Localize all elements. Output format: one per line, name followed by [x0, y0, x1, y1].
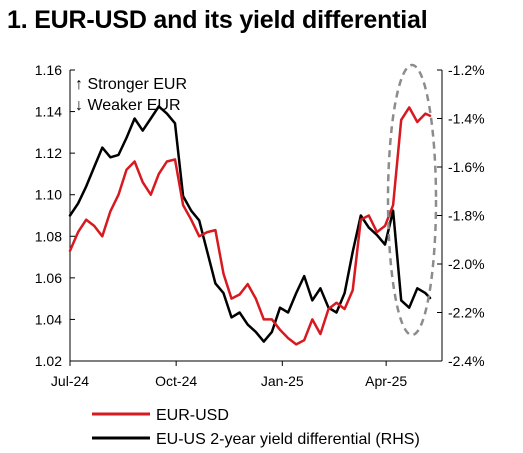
- x-tick-label: Apr-25: [365, 373, 407, 389]
- yield-diff-series-line: [68, 105, 432, 343]
- left-tick-label: 1.08: [35, 228, 62, 244]
- series-group: [68, 105, 432, 346]
- left-tick-label: 1.12: [35, 145, 62, 161]
- legend-diff-label: EU-US 2-year yield differential (RHS): [156, 431, 420, 448]
- left-tick-label: 1.02: [35, 353, 62, 369]
- left-axis-ticks: 1.16 1.14 1.12 1.10 1.08 1.06 1.04 1.02: [35, 62, 75, 369]
- right-tick-label: -2.2%: [448, 305, 485, 321]
- right-tick-label: -2.0%: [448, 256, 485, 272]
- stronger-eur-annotation: ↑ Stronger EUR: [75, 76, 187, 93]
- chart-title: 1. EUR-USD and its yield differential: [7, 6, 428, 34]
- left-tick-label: 1.16: [35, 62, 62, 78]
- left-tick-label: 1.04: [35, 311, 62, 327]
- weaker-eur-annotation: ↓ Weaker EUR: [75, 97, 181, 114]
- left-tick-label: 1.06: [35, 270, 62, 286]
- legend: EUR-USD EU-US 2-year yield differential …: [92, 407, 420, 448]
- right-tick-label: -1.6%: [448, 159, 485, 175]
- x-tick-label: Jul-24: [51, 373, 89, 389]
- right-tick-label: -1.2%: [448, 62, 485, 78]
- x-axis-ticks: Jul-24 Oct-24 Jan-25 Apr-25: [51, 361, 407, 389]
- right-tick-label: -1.4%: [448, 111, 485, 127]
- eurusd-series-line: [68, 106, 432, 346]
- x-tick-label: Oct-24: [155, 373, 197, 389]
- left-tick-label: 1.14: [35, 104, 62, 120]
- left-tick-label: 1.10: [35, 187, 62, 203]
- highlight-ellipse: [386, 63, 438, 337]
- right-tick-label: -1.8%: [448, 208, 485, 224]
- right-tick-label: -2.4%: [448, 353, 485, 369]
- legend-eurusd-label: EUR-USD: [156, 407, 229, 424]
- right-axis-ticks: -1.2% -1.4% -1.6% -1.8% -2.0% -2.2% -2.4%: [437, 62, 485, 369]
- x-tick-label: Jan-25: [261, 373, 304, 389]
